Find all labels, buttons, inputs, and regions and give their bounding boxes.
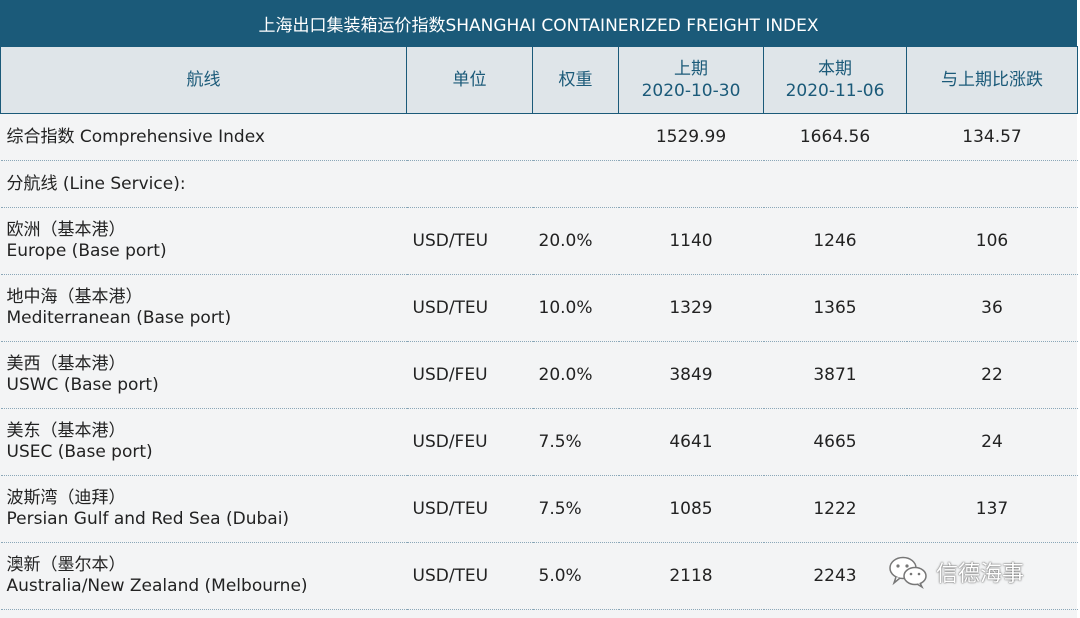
curr-cell: 1222: [763, 475, 907, 543]
route-name-cn: 波斯湾（迪拜）: [6, 488, 126, 508]
weight-cell: 7.5%: [532, 475, 619, 543]
route-cell: 欧洲（基本港） Europe (Base port): [0, 207, 407, 275]
weight-cell: 7.5%: [532, 408, 619, 476]
unit-cell: USD/TEU: [406, 274, 533, 342]
freight-index-table: 航线 单位 权重 上期 2020-10-30 本期 2020-11-06 与上期…: [0, 46, 1078, 610]
curr-cell: 3871: [763, 341, 907, 409]
table-row: 美东（基本港） USEC (Base port) USD/FEU 7.5% 46…: [0, 408, 1078, 476]
prev-cell: 1140: [618, 207, 764, 275]
empty-cell: [763, 160, 907, 208]
route-name-en: USEC (Base port): [6, 442, 153, 462]
route-cell: 美东（基本港） USEC (Base port): [0, 408, 407, 476]
comprehensive-prev: 1529.99: [618, 113, 764, 161]
comprehensive-weight: [532, 113, 619, 161]
comprehensive-index-row: 综合指数 Comprehensive Index 1529.99 1664.56…: [0, 113, 1078, 161]
route-name-en: USWC (Base port): [6, 375, 159, 395]
route-name-cn: 美东（基本港）: [6, 421, 126, 441]
prev-cell: 1329: [618, 274, 764, 342]
previous-period-label: 上期: [674, 59, 708, 79]
route-cell: 波斯湾（迪拜） Persian Gulf and Red Sea (Dubai): [0, 475, 407, 543]
prev-cell: 3849: [618, 341, 764, 409]
unit-cell: USD/TEU: [406, 207, 533, 275]
change-cell: 22: [906, 341, 1078, 409]
current-period-date: 2020-11-06: [785, 81, 885, 101]
current-period-label: 本期: [818, 59, 852, 79]
comprehensive-unit: [406, 113, 533, 161]
comprehensive-change: 134.57: [906, 113, 1078, 161]
change-cell: 106: [906, 207, 1078, 275]
unit-cell: USD/TEU: [406, 542, 533, 610]
previous-period-date: 2020-10-30: [641, 81, 741, 101]
curr-cell: 1246: [763, 207, 907, 275]
col-current-period: 本期 2020-11-06: [763, 46, 907, 114]
unit-cell: USD/FEU: [406, 408, 533, 476]
route-cell: 美西（基本港） USWC (Base port): [0, 341, 407, 409]
col-weight: 权重: [532, 46, 619, 114]
weight-cell: 20.0%: [532, 207, 619, 275]
weight-cell: 20.0%: [532, 341, 619, 409]
watermark: 信德海事: [888, 552, 1024, 592]
change-cell: 137: [906, 475, 1078, 543]
route-cell: 地中海（基本港） Mediterranean (Base port): [0, 274, 407, 342]
empty-cell: [618, 160, 764, 208]
header-row: 航线 单位 权重 上期 2020-10-30 本期 2020-11-06 与上期…: [0, 46, 1078, 114]
change-cell: 36: [906, 274, 1078, 342]
table-title: 上海出口集装箱运价指数SHANGHAI CONTAINERIZED FREIGH…: [0, 0, 1077, 46]
empty-cell: [532, 160, 619, 208]
route-name-cn: 澳新（墨尔本）: [6, 555, 126, 575]
col-unit: 单位: [406, 46, 533, 114]
wechat-icon: [888, 555, 928, 589]
weight-cell: 10.0%: [532, 274, 619, 342]
line-service-label: 分航线 (Line Service):: [0, 160, 407, 208]
prev-cell: 2118: [618, 542, 764, 610]
route-name-en: Australia/New Zealand (Melbourne): [6, 576, 308, 596]
route-name-en: Europe (Base port): [6, 241, 167, 261]
route-cell: 澳新（墨尔本） Australia/New Zealand (Melbourne…: [0, 542, 407, 610]
prev-cell: 4641: [618, 408, 764, 476]
table-row: 欧洲（基本港） Europe (Base port) USD/TEU 20.0%…: [0, 207, 1078, 275]
unit-cell: USD/FEU: [406, 341, 533, 409]
route-name-en: Mediterranean (Base port): [6, 308, 232, 328]
table-row: 澳新（墨尔本） Australia/New Zealand (Melbourne…: [0, 542, 1078, 610]
curr-cell: 1365: [763, 274, 907, 342]
table-row: 波斯湾（迪拜） Persian Gulf and Red Sea (Dubai)…: [0, 475, 1078, 543]
weight-cell: 5.0%: [532, 542, 619, 610]
unit-cell: USD/TEU: [406, 475, 533, 543]
curr-cell: 2243: [763, 542, 907, 610]
col-previous-period: 上期 2020-10-30: [618, 46, 764, 114]
comprehensive-curr: 1664.56: [763, 113, 907, 161]
watermark-text: 信德海事: [936, 562, 1025, 587]
route-name-en: Persian Gulf and Red Sea (Dubai): [6, 509, 290, 529]
col-route: 航线: [0, 46, 407, 114]
empty-cell: [406, 160, 533, 208]
curr-cell: 4665: [763, 408, 907, 476]
line-service-row: 分航线 (Line Service):: [0, 160, 1078, 208]
route-name-cn: 地中海（基本港）: [6, 287, 143, 307]
comprehensive-label: 综合指数 Comprehensive Index: [0, 113, 407, 161]
change-cell: 24: [906, 408, 1078, 476]
col-change: 与上期比涨跌: [906, 46, 1078, 114]
route-name-cn: 美西（基本港）: [6, 354, 126, 374]
prev-cell: 1085: [618, 475, 764, 543]
table-row: 美西（基本港） USWC (Base port) USD/FEU 20.0% 3…: [0, 341, 1078, 409]
route-name-cn: 欧洲（基本港）: [6, 220, 126, 240]
change-cell: [906, 542, 1078, 610]
table-row: 地中海（基本港） Mediterranean (Base port) USD/T…: [0, 274, 1078, 342]
empty-cell: [906, 160, 1078, 208]
